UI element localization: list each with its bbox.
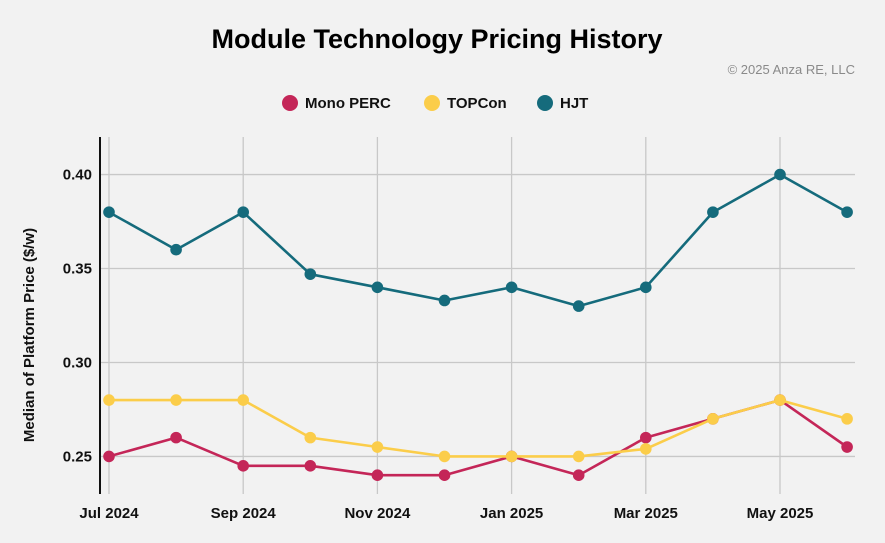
x-tick-label: Jan 2025 (480, 505, 543, 522)
data-point-hjt[interactable] (371, 281, 384, 294)
legend-item-topcon[interactable]: TOPCon (424, 95, 507, 112)
data-point-topcon[interactable] (103, 394, 115, 406)
data-point-topcon[interactable] (774, 394, 786, 406)
data-point-topcon[interactable] (438, 450, 451, 463)
data-point-hjt[interactable] (103, 206, 115, 218)
data-point-topcon[interactable] (707, 413, 719, 425)
data-point-hjt[interactable] (572, 300, 585, 312)
data-point-mono-perc[interactable] (640, 431, 652, 444)
y-tick-label: 0.35 (63, 261, 92, 278)
data-point-hjt[interactable] (505, 281, 518, 294)
legend-marker (424, 95, 440, 111)
series-hjt (103, 168, 853, 312)
data-point-hjt[interactable] (707, 206, 719, 218)
legend-label: TOPCon (447, 95, 507, 112)
series-group (103, 168, 853, 482)
data-point-hjt[interactable] (170, 243, 182, 256)
data-point-mono-perc[interactable] (438, 469, 451, 482)
data-point-hjt[interactable] (438, 294, 451, 307)
legend-label: Mono PERC (305, 95, 391, 112)
chart-title: Module Technology Pricing History (211, 24, 662, 54)
legend: Mono PERC TOPCon HJT (282, 95, 588, 112)
data-point-mono-perc[interactable] (371, 469, 384, 482)
data-point-hjt[interactable] (774, 168, 786, 181)
data-point-topcon[interactable] (237, 394, 249, 406)
data-point-topcon[interactable] (841, 413, 853, 425)
y-tick-label: 0.25 (63, 448, 92, 465)
data-point-hjt[interactable] (304, 268, 317, 280)
series-topcon (103, 394, 853, 463)
data-point-hjt[interactable] (237, 206, 249, 218)
x-tick-label: Mar 2025 (614, 505, 678, 522)
series-line-topcon (109, 398, 848, 458)
legend-marker (537, 95, 553, 111)
data-point-topcon[interactable] (572, 450, 585, 463)
data-point-topcon[interactable] (505, 450, 518, 463)
data-point-hjt[interactable] (640, 281, 652, 294)
data-point-topcon[interactable] (304, 431, 317, 444)
series-mono-perc (103, 394, 853, 482)
data-point-topcon[interactable] (640, 443, 652, 455)
x-tick-label: Sep 2024 (211, 505, 277, 522)
series-line-hjt (108, 173, 848, 308)
data-point-hjt[interactable] (841, 206, 853, 218)
legend-label: HJT (560, 95, 588, 112)
data-point-mono-perc[interactable] (841, 441, 853, 453)
copyright-text: © 2025 Anza RE, LLC (728, 62, 855, 77)
legend-item-hjt[interactable]: HJT (537, 95, 588, 112)
x-tick-label: May 2025 (747, 505, 814, 522)
data-point-mono-perc[interactable] (170, 431, 182, 444)
data-point-mono-perc[interactable] (237, 460, 249, 472)
data-point-topcon[interactable] (170, 394, 182, 406)
y-axis-label: Median of Platform Price ($/w) (21, 228, 38, 442)
data-point-mono-perc[interactable] (304, 460, 317, 472)
y-tick-label: 0.40 (63, 167, 92, 184)
x-tick-label: Jul 2024 (79, 505, 139, 522)
legend-item-mono-perc[interactable]: Mono PERC (282, 95, 391, 112)
y-tick-label: 0.30 (63, 354, 92, 371)
grid-lines (100, 137, 855, 494)
data-point-mono-perc[interactable] (103, 450, 115, 463)
x-tick-label: Nov 2024 (344, 505, 411, 522)
legend-marker (282, 95, 298, 111)
data-point-mono-perc[interactable] (572, 469, 585, 482)
axes: Jul 2024 Sep 2024 Nov 2024 Jan 2025 Mar 2025… (63, 137, 814, 522)
data-point-topcon[interactable] (371, 441, 384, 453)
